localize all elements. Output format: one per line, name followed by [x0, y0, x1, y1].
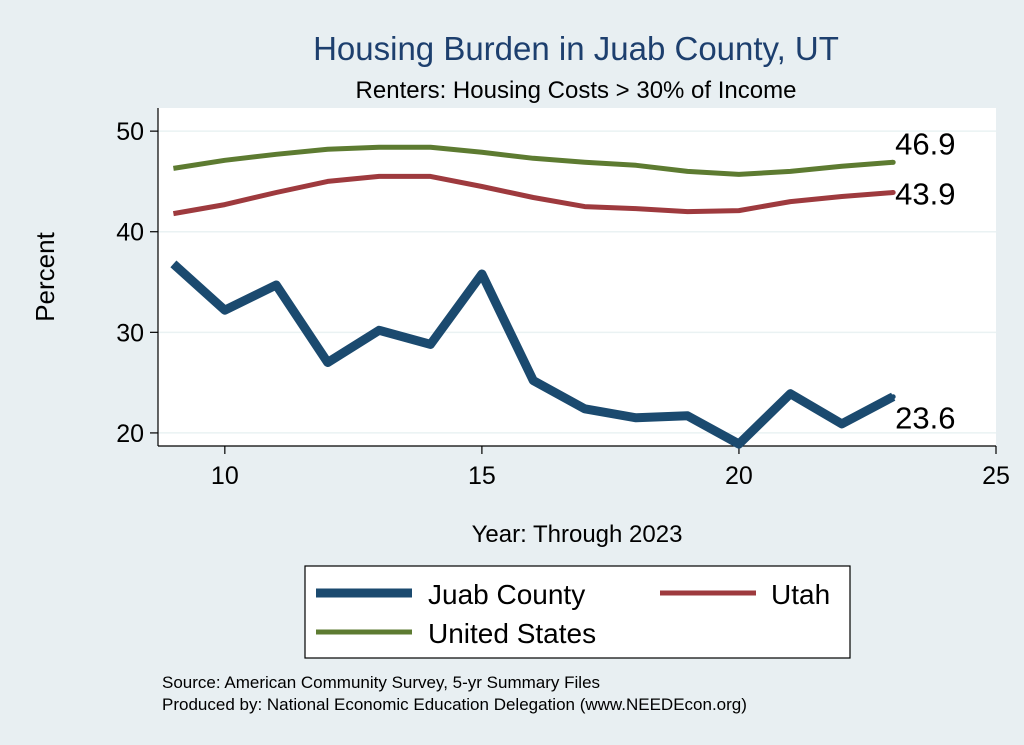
y-axis-label: Percent — [30, 231, 60, 321]
y-tick-label: 40 — [116, 219, 144, 247]
y-tick-label: 30 — [116, 319, 144, 347]
end-label: 46.9 — [895, 126, 955, 161]
x-tick-label: 20 — [725, 462, 753, 490]
grid — [158, 130, 996, 434]
x-tick-label: 10 — [211, 462, 239, 490]
legend-label: United States — [428, 618, 596, 649]
end-label: 43.9 — [895, 177, 955, 212]
legend-label: Utah — [771, 579, 830, 610]
y-tick-label: 50 — [116, 118, 144, 146]
series — [170, 144, 896, 449]
ticks: 20 30 40 50 10 15 20 25 — [116, 118, 1010, 490]
series-endpoint — [890, 159, 896, 165]
end-labels: 23.6 43.9 46.9 — [895, 126, 955, 435]
end-label: 23.6 — [895, 401, 955, 436]
series-line-juab-county — [170, 260, 896, 449]
x-tick-label: 15 — [468, 462, 496, 490]
plot-area — [158, 108, 996, 446]
series-endpoint — [890, 394, 896, 400]
chart-title: Housing Burden in Juab County, UT — [313, 30, 839, 67]
chart-subtitle: Renters: Housing Costs > 30% of Income — [356, 77, 797, 104]
y-tick-label: 20 — [116, 420, 144, 448]
producer-note: Produced by: National Economic Education… — [162, 695, 747, 714]
x-axis-label: Year: Through 2023 — [472, 521, 683, 548]
legend: Juab County Utah United States — [316, 579, 830, 649]
axes — [157, 108, 996, 447]
legend-label: Juab County — [428, 579, 585, 610]
source-note: Source: American Community Survey, 5-yr … — [162, 673, 600, 692]
series-endpoint — [890, 190, 896, 195]
series-line-united-states — [173, 144, 894, 177]
series-line-utah — [172, 173, 894, 217]
legend-box — [304, 565, 851, 659]
x-tick-label: 25 — [982, 462, 1010, 490]
